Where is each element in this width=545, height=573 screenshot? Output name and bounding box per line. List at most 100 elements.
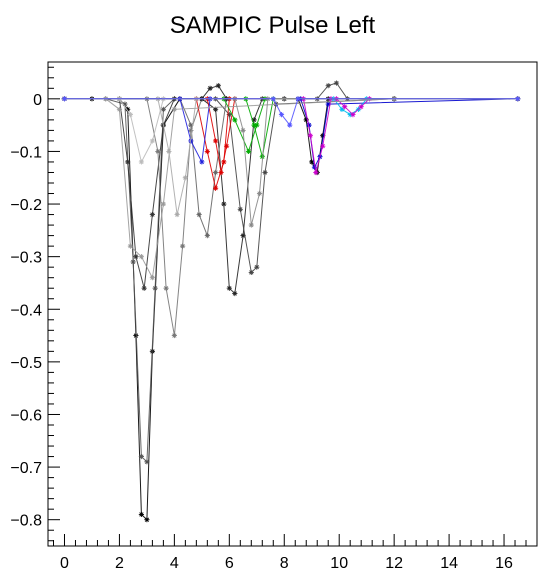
series-line-0 bbox=[64, 98, 518, 521]
series-12-marker-2 bbox=[204, 148, 210, 155]
series-23-marker-3 bbox=[287, 122, 293, 128]
marker-star bbox=[212, 106, 219, 112]
series-2-marker-3 bbox=[133, 254, 139, 260]
marker-star bbox=[309, 159, 315, 165]
series-20-marker-3 bbox=[174, 211, 180, 218]
series-19-marker-4 bbox=[138, 254, 145, 260]
series-4-marker-7 bbox=[251, 117, 257, 123]
marker-star bbox=[311, 164, 318, 170]
marker-star bbox=[223, 143, 230, 149]
marker-star bbox=[196, 211, 202, 218]
series-13-marker-4 bbox=[223, 143, 230, 149]
marker-star bbox=[215, 83, 221, 89]
marker-star bbox=[307, 133, 313, 139]
series-0-marker-3 bbox=[125, 106, 131, 112]
series-19-marker-5 bbox=[149, 275, 155, 281]
series-8-marker-3 bbox=[311, 164, 318, 170]
series-12-marker-4 bbox=[221, 159, 227, 165]
marker-star bbox=[221, 201, 227, 207]
series-20-marker-4 bbox=[182, 175, 188, 181]
series-1-marker-6 bbox=[152, 285, 158, 291]
marker-star bbox=[133, 254, 139, 260]
series-23-marker-0 bbox=[61, 96, 68, 102]
x-tick-label: 16 bbox=[495, 555, 513, 572]
series-line-17 bbox=[64, 85, 518, 100]
series-16-marker-3 bbox=[199, 159, 205, 165]
marker-star bbox=[240, 127, 246, 133]
series-6-marker-2 bbox=[188, 122, 194, 128]
series-14-marker-4 bbox=[254, 122, 260, 128]
marker-star bbox=[144, 517, 150, 523]
marker-star bbox=[350, 112, 356, 118]
x-tick-label: 12 bbox=[385, 555, 403, 572]
series-23-marker-4 bbox=[295, 96, 301, 102]
marker-star bbox=[163, 285, 169, 291]
marker-star bbox=[144, 459, 150, 465]
marker-star bbox=[515, 96, 521, 102]
marker-star bbox=[138, 453, 145, 460]
series-0-marker-5 bbox=[138, 511, 145, 518]
series-layer bbox=[61, 80, 521, 523]
series-5-marker-4 bbox=[248, 269, 254, 276]
marker-star bbox=[226, 112, 232, 118]
marker-star bbox=[199, 159, 205, 165]
series-7-marker-5 bbox=[320, 133, 326, 139]
series-7-marker-3 bbox=[309, 159, 315, 165]
series-23-marker-2 bbox=[278, 112, 285, 118]
marker-star bbox=[254, 264, 260, 270]
y-tick-label: 0 bbox=[33, 92, 42, 109]
x-tick-label: 0 bbox=[60, 555, 69, 572]
marker-star bbox=[232, 290, 238, 297]
marker-star bbox=[130, 259, 136, 265]
marker-star bbox=[122, 101, 128, 107]
marker-star bbox=[152, 285, 158, 291]
chart-title: SAMPIC Pulse Left bbox=[169, 12, 376, 39]
series-19-marker-7 bbox=[171, 106, 177, 112]
marker-star bbox=[149, 138, 155, 144]
marker-star bbox=[174, 211, 180, 218]
series-19-marker-2 bbox=[116, 106, 123, 112]
marker-star bbox=[138, 254, 145, 260]
marker-star bbox=[245, 148, 252, 155]
marker-star bbox=[138, 511, 145, 518]
marker-star bbox=[138, 159, 145, 165]
series-6-marker-5 bbox=[212, 169, 219, 176]
series-19-marker-3 bbox=[127, 243, 134, 249]
marker-star bbox=[303, 117, 309, 123]
y-tick-label: −0.7 bbox=[10, 460, 42, 477]
series-21-marker-3 bbox=[138, 159, 145, 165]
marker-star bbox=[306, 122, 312, 128]
series-15-marker-2 bbox=[251, 122, 257, 128]
marker-star bbox=[342, 104, 348, 110]
series-9-marker-3 bbox=[313, 169, 319, 176]
series-13-marker-2 bbox=[212, 138, 219, 144]
marker-star bbox=[149, 275, 155, 281]
series-5-marker-3 bbox=[237, 206, 243, 212]
series-6-marker-3 bbox=[196, 211, 202, 218]
marker-star bbox=[218, 169, 224, 176]
series-18-marker-2 bbox=[325, 83, 331, 89]
marker-star bbox=[180, 243, 186, 249]
marker-star bbox=[188, 122, 194, 128]
series-line-18 bbox=[64, 82, 518, 100]
marker-star bbox=[256, 190, 263, 197]
series-line-23 bbox=[64, 98, 518, 127]
marker-star bbox=[204, 233, 210, 239]
y-tick-label: −0.3 bbox=[10, 250, 42, 267]
series-19-marker-6 bbox=[160, 201, 166, 207]
series-11-marker-2 bbox=[342, 104, 348, 110]
series-17-marker-2 bbox=[207, 85, 213, 91]
marker-star bbox=[320, 133, 326, 139]
series-20-marker-2 bbox=[166, 148, 172, 155]
series-1-marker-2 bbox=[122, 101, 128, 107]
series-3-marker-4 bbox=[171, 332, 177, 339]
y-tick-label: −0.4 bbox=[10, 302, 42, 319]
x-tick-label: 10 bbox=[330, 555, 348, 572]
series-11-marker-3 bbox=[350, 112, 356, 118]
marker-star bbox=[116, 106, 123, 112]
series-5-marker-5 bbox=[254, 264, 260, 270]
marker-star bbox=[149, 211, 155, 218]
marker-star bbox=[313, 169, 319, 176]
marker-star bbox=[237, 206, 243, 212]
